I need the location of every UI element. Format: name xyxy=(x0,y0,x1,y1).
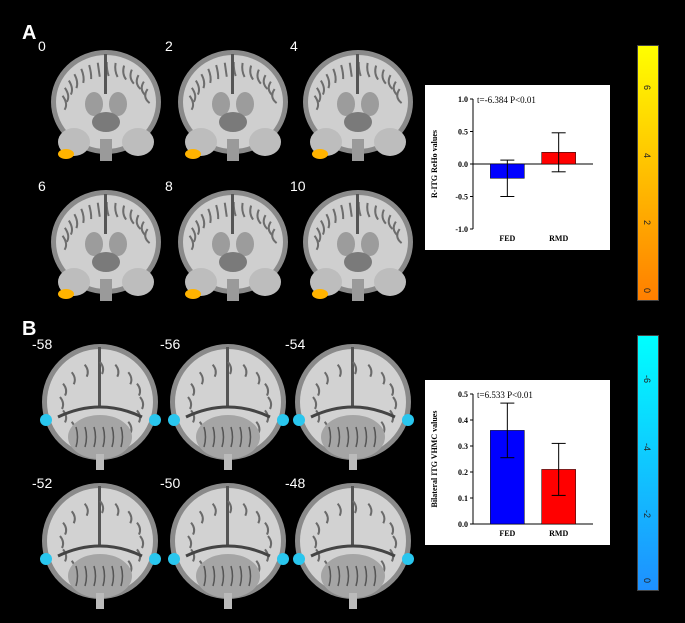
y-tick-label: 0.0 xyxy=(458,520,468,529)
y-tick-label: 0.4 xyxy=(458,416,468,425)
slice-label: 10 xyxy=(290,178,306,194)
slice-label: -50 xyxy=(160,475,181,491)
brain-slice-image xyxy=(44,44,169,174)
brain-slice-image xyxy=(171,184,296,314)
slice-label: 2 xyxy=(165,38,173,54)
y-tick-label: 0.5 xyxy=(458,390,468,399)
colorbar-tick-label: 4 xyxy=(642,152,652,158)
colorbar-tick-label: -6 xyxy=(642,375,652,384)
slice-label: -48 xyxy=(285,475,306,491)
y-tick-label: 0.2 xyxy=(458,468,468,477)
y-tick-label: 1.0 xyxy=(458,95,468,104)
panel-a-bar-chart: -1.0 -0.5 0.0 0.5 1.0 R-ITG ReHo values t=-6.3… xyxy=(425,85,610,250)
panel-b-letter: B xyxy=(22,318,37,340)
slice-label: 0 xyxy=(38,38,46,54)
slice-label: 8 xyxy=(165,178,173,194)
y-tick-label: -1.0 xyxy=(455,225,468,234)
colorbar-tick-label: -4 xyxy=(642,442,652,451)
brain-slice-image xyxy=(166,481,291,616)
brain-slice-image xyxy=(296,44,421,174)
colorbar-tick-label: -2 xyxy=(642,510,652,519)
y-tick-label: 0.5 xyxy=(458,128,468,137)
brain-slice-image xyxy=(38,342,163,477)
category-label: RMD xyxy=(549,529,568,538)
y-tick-label: 0.1 xyxy=(458,494,468,503)
y-tick-label: 0.3 xyxy=(458,442,468,451)
panel-a-colorbar: 0 2 4 6 xyxy=(637,45,659,301)
brain-slice-image xyxy=(291,342,416,477)
y-axis-label: R-ITG ReHo values xyxy=(430,130,439,198)
brain-slice-image xyxy=(171,44,296,174)
colorbar-tick-label: 6 xyxy=(642,85,652,91)
brain-slice-image xyxy=(44,184,169,314)
category-label: RMD xyxy=(549,234,568,243)
panel-a-letter: A xyxy=(22,22,37,44)
y-axis-label: Bilateral ITG VHMC values xyxy=(430,411,439,508)
y-tick-label: -0.5 xyxy=(455,193,468,202)
brain-slice-image xyxy=(38,481,163,616)
slice-label: 4 xyxy=(290,38,298,54)
brain-slice-image xyxy=(166,342,291,477)
colorbar-tick-label: 0 xyxy=(642,578,652,584)
colorbar-tick-label: 2 xyxy=(642,220,652,226)
brain-slice-image xyxy=(291,481,416,616)
category-label: FED xyxy=(499,234,515,243)
brain-slice-image xyxy=(296,184,421,314)
stats-annotation: t=6.533 P<0.01 xyxy=(477,390,533,400)
panel-b-bar-chart: 0.0 0.1 0.2 0.3 0.4 0.5 Bilateral ITG VHMC val… xyxy=(425,380,610,545)
category-label: FED xyxy=(499,529,515,538)
slice-label: -54 xyxy=(285,336,306,352)
colorbar-tick-label: 0 xyxy=(642,288,652,294)
y-tick-label: 0.0 xyxy=(458,160,468,169)
panel-b-colorbar: 0 -2 -4 -6 xyxy=(637,335,659,591)
slice-label: -56 xyxy=(160,336,181,352)
slice-label: -52 xyxy=(32,475,53,491)
slice-label: 6 xyxy=(38,178,46,194)
stats-annotation: t=-6.384 P<0.01 xyxy=(477,95,536,105)
slice-label: -58 xyxy=(32,336,53,352)
